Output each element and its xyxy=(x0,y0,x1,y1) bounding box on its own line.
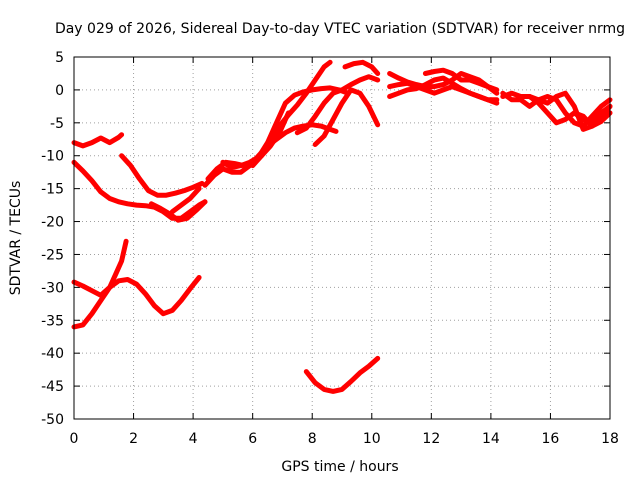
series-line-trace-23 xyxy=(571,103,613,126)
grid xyxy=(74,57,610,419)
series-line-trace-14 xyxy=(342,59,381,76)
y-tick-labels: 5 0 -5 -10 -15 -20 -25 -30 -35 -40 -45 -50 xyxy=(41,50,64,428)
chart-title: Day 029 of 2026, Sidereal Day-to-day VTE… xyxy=(55,21,625,37)
y-tick-label: -5 xyxy=(50,116,64,132)
y-tick-label: -20 xyxy=(41,215,64,231)
x-tick-label: 10 xyxy=(363,431,381,447)
y-tick-label: 5 xyxy=(55,50,64,66)
plot-frame xyxy=(73,56,611,420)
series-line-trace-11 xyxy=(250,59,333,169)
series-line-trace-3 xyxy=(119,153,205,198)
series-line-trace-20 xyxy=(500,90,613,129)
series-line-trace-2 xyxy=(71,159,208,221)
series-line-trace-12 xyxy=(312,87,381,147)
y-tick-label: -10 xyxy=(41,149,64,165)
x-tick-label: 14 xyxy=(482,431,500,447)
x-tick-label: 12 xyxy=(422,431,440,447)
x-tick-label: 4 xyxy=(189,431,198,447)
y-tick-label: -30 xyxy=(41,280,64,296)
x-tick-labels: 0 2 4 6 8 10 12 14 16 18 xyxy=(70,431,619,447)
y-tick-label: -45 xyxy=(41,379,64,395)
x-tick-label: 0 xyxy=(70,431,79,447)
series-line-trace-5 xyxy=(169,186,202,215)
axis-ticks xyxy=(73,56,611,420)
x-tick-label: 8 xyxy=(308,431,317,447)
y-tick-label: -25 xyxy=(41,247,64,263)
series-line-trace-9 xyxy=(202,122,339,188)
series-line-trace-18 xyxy=(387,75,500,106)
series-line-trace-1 xyxy=(71,132,125,149)
y-tick-label: -50 xyxy=(41,412,64,428)
series-line-trace-4 xyxy=(148,199,208,223)
y-tick-label: 0 xyxy=(55,83,64,99)
data-series xyxy=(71,59,613,394)
x-tick-label: 16 xyxy=(542,431,560,447)
series-line-trace-10 xyxy=(220,85,351,171)
series-line-trace-19 xyxy=(422,67,500,96)
x-axis-label: GPS time / hours xyxy=(281,459,398,475)
x-tick-label: 2 xyxy=(129,431,138,447)
y-tick-label: -15 xyxy=(41,182,64,198)
series-line-trace-13 xyxy=(294,74,381,136)
y-axis-label: SDTVAR / TECUs xyxy=(8,181,24,296)
series-line-trace-7 xyxy=(71,275,202,317)
y-tick-label: -40 xyxy=(41,346,64,362)
y-tick-label: -35 xyxy=(41,313,64,329)
x-tick-label: 18 xyxy=(601,431,619,447)
series-line-trace-15 xyxy=(303,355,381,394)
x-tick-label: 6 xyxy=(248,431,257,447)
